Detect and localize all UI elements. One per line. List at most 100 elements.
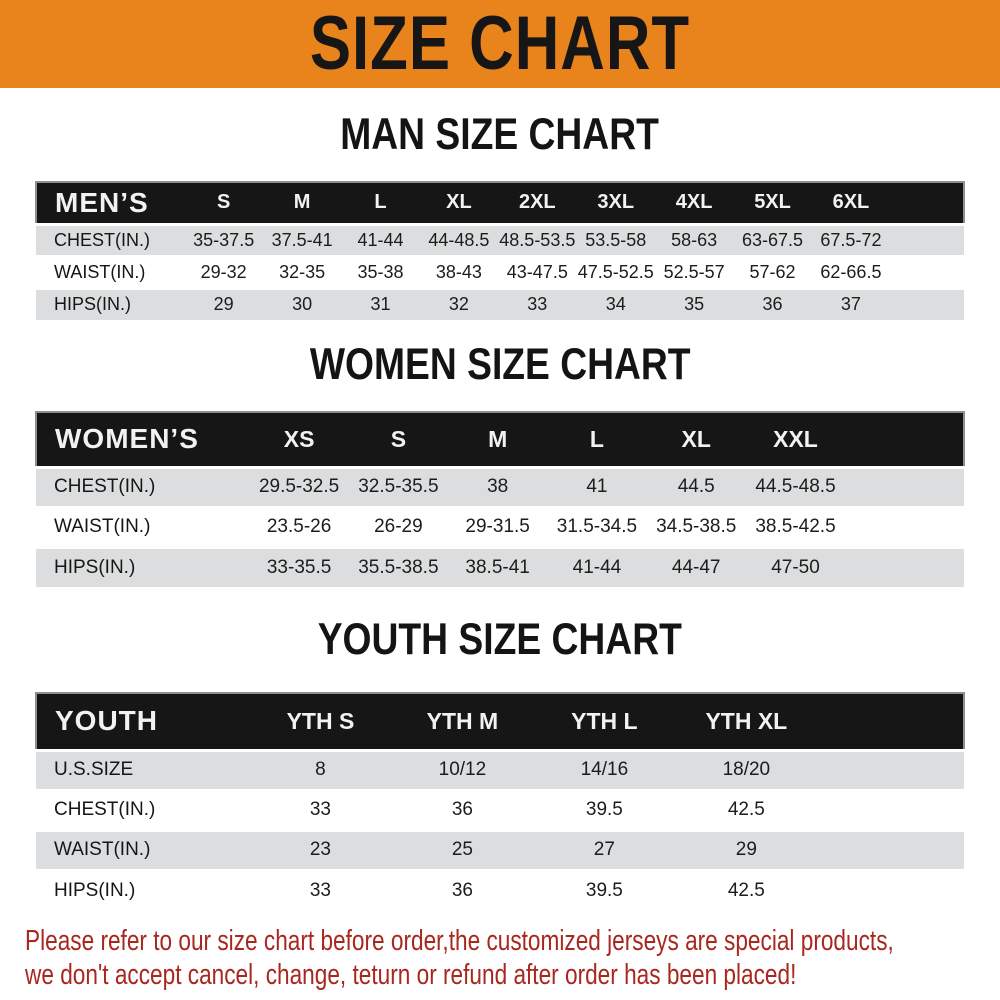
men-section-title: MAN SIZE CHART	[340, 110, 660, 160]
value-cell: 29	[675, 828, 818, 870]
row-label: WAIST(IN.)	[36, 254, 185, 288]
value-cell: 44.5-48.5	[745, 465, 846, 507]
size-column-header: YTH L	[533, 692, 676, 750]
value-cell: 57-62	[733, 254, 812, 288]
value-cell: 36	[391, 788, 534, 830]
women-size-section: WOMEN SIZE CHART WOMEN’S XS S M L XL XXL CHEST(…	[0, 340, 1000, 587]
table-header: YOUTH YTH S YTH M YTH L YTH XL	[34, 692, 965, 750]
value-cell: 33	[249, 788, 392, 830]
measurement-row: HIPS(IN.) 33-35.5 35.5-38.5 38.5-41 41-44 44-…	[36, 545, 964, 587]
measurement-row: WAIST(IN.) 23.5-26 26-29 29-31.5 31.5-34.5 34…	[36, 505, 964, 547]
value-cell: 33	[498, 286, 577, 320]
value-cell: 31	[341, 286, 420, 320]
size-column-header: XS	[249, 411, 349, 467]
value-cell: 32	[419, 286, 499, 320]
value-cell: 39.5	[533, 788, 676, 830]
value-cell: 44-48.5	[419, 222, 499, 256]
row-spacer-cell	[817, 788, 964, 830]
row-label: WAIST(IN.)	[36, 828, 250, 870]
measurement-row: CHEST(IN.) 29.5-32.5 32.5-35.5 38 41 44.5 44.5…	[36, 465, 964, 507]
row-label: HIPS(IN.)	[36, 545, 250, 587]
value-cell: 29-31.5	[448, 505, 548, 547]
value-cell: 42.5	[675, 868, 818, 910]
footer-notice: Please refer to our size chart before or…	[25, 924, 1000, 992]
measurement-row: U.S.SIZE 8 10/12 14/16 18/20	[36, 748, 964, 790]
value-cell: 44-47	[646, 545, 746, 587]
value-cell: 34	[576, 286, 655, 320]
measurement-row: CHEST(IN.) 35-37.5 37.5-41 41-44 44-48.5 48.5…	[36, 222, 964, 256]
value-cell: 41-44	[341, 222, 420, 256]
value-cell: 32.5-35.5	[348, 465, 449, 507]
value-cell: 35-38	[341, 254, 420, 288]
value-cell: 27	[533, 828, 676, 870]
value-cell: 43-47.5	[498, 254, 577, 288]
measurement-row: WAIST(IN.) 23 25 27 29	[36, 828, 964, 870]
group-label-cell: MEN’S	[34, 181, 185, 224]
size-column-header: M	[448, 411, 548, 467]
men-size-section: MAN SIZE CHART MEN’S S M L XL 2XL 3XL 4XL 5XL 6XL…	[0, 110, 1000, 320]
value-cell: 31.5-34.5	[547, 505, 647, 547]
value-cell: 33	[249, 868, 392, 910]
measurement-row: WAIST(IN.) 29-32 32-35 35-38 38-43 43-47.5 47.…	[36, 254, 964, 288]
header-row: YOUTH YTH S YTH M YTH L YTH XL	[34, 692, 965, 750]
size-column-header: YTH XL	[675, 692, 818, 750]
value-cell: 38.5-41	[448, 545, 548, 587]
row-label: CHEST(IN.)	[36, 222, 185, 256]
value-cell: 47-50	[745, 545, 846, 587]
size-column-header: XL	[646, 411, 746, 467]
group-label-cell: YOUTH	[34, 692, 250, 750]
row-spacer-cell	[890, 254, 964, 288]
row-spacer-cell	[845, 465, 964, 507]
notice-line-2: we don't accept cancel, change, teturn o…	[25, 959, 797, 991]
value-cell: 39.5	[533, 868, 676, 910]
row-label: HIPS(IN.)	[36, 868, 250, 910]
value-cell: 63-67.5	[733, 222, 812, 256]
value-cell: 35-37.5	[184, 222, 263, 256]
value-cell: 30	[262, 286, 342, 320]
size-column-header: S	[348, 411, 449, 467]
measurement-row: HIPS(IN.) 29 30 31 32 33 34 35 36 37	[36, 286, 964, 320]
value-cell: 34.5-38.5	[646, 505, 746, 547]
row-spacer-cell	[817, 748, 964, 790]
value-cell: 48.5-53.5	[498, 222, 577, 256]
value-cell: 33-35.5	[249, 545, 349, 587]
value-cell: 26-29	[348, 505, 449, 547]
value-cell: 41-44	[547, 545, 647, 587]
value-cell: 37	[811, 286, 891, 320]
size-column-header: 5XL	[733, 181, 812, 224]
value-cell: 14/16	[533, 748, 676, 790]
value-cell: 35	[654, 286, 734, 320]
value-cell: 38.5-42.5	[745, 505, 846, 547]
row-label: HIPS(IN.)	[36, 286, 185, 320]
value-cell: 41	[547, 465, 647, 507]
value-cell: 44.5	[646, 465, 746, 507]
value-cell: 62-66.5	[811, 254, 891, 288]
header-row: MEN’S S M L XL 2XL 3XL 4XL 5XL 6XL	[34, 181, 965, 224]
group-label-cell: WOMEN’S	[34, 411, 250, 467]
size-column-header: 4XL	[654, 181, 734, 224]
size-column-header: L	[547, 411, 647, 467]
table-header: WOMEN’S XS S M L XL XXL	[34, 411, 965, 467]
size-column-header: L	[341, 181, 420, 224]
youth-size-section: YOUTH SIZE CHART YOUTH YTH S YTH M YTH L YTH…	[0, 615, 1000, 910]
value-cell: 25	[391, 828, 534, 870]
size-column-header: 2XL	[498, 181, 577, 224]
value-cell: 58-63	[654, 222, 734, 256]
youth-size-table: YOUTH YTH S YTH M YTH L YTH XL U.S.SIZE 8 10/12…	[34, 692, 965, 910]
value-cell: 35.5-38.5	[348, 545, 449, 587]
measurement-row: HIPS(IN.) 33 36 39.5 42.5	[36, 868, 964, 910]
row-spacer-cell	[817, 868, 964, 910]
measurement-row: CHEST(IN.) 33 36 39.5 42.5	[36, 788, 964, 830]
value-cell: 8	[249, 748, 392, 790]
table-body: U.S.SIZE 8 10/12 14/16 18/20 CHEST(IN.) 33 36 39…	[36, 748, 964, 910]
header-spacer-cell	[845, 411, 965, 467]
value-cell: 29	[184, 286, 263, 320]
row-label: CHEST(IN.)	[36, 788, 250, 830]
size-column-header: XXL	[745, 411, 846, 467]
table-body: CHEST(IN.) 29.5-32.5 32.5-35.5 38 41 44.5 44.5…	[36, 465, 964, 587]
value-cell: 29.5-32.5	[249, 465, 349, 507]
row-spacer-cell	[817, 828, 964, 870]
row-label: WAIST(IN.)	[36, 505, 250, 547]
size-column-header: 3XL	[576, 181, 655, 224]
